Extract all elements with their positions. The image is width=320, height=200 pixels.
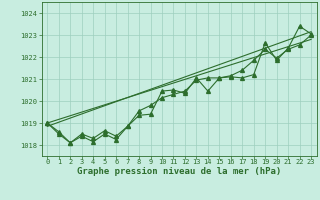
- X-axis label: Graphe pression niveau de la mer (hPa): Graphe pression niveau de la mer (hPa): [77, 167, 281, 176]
